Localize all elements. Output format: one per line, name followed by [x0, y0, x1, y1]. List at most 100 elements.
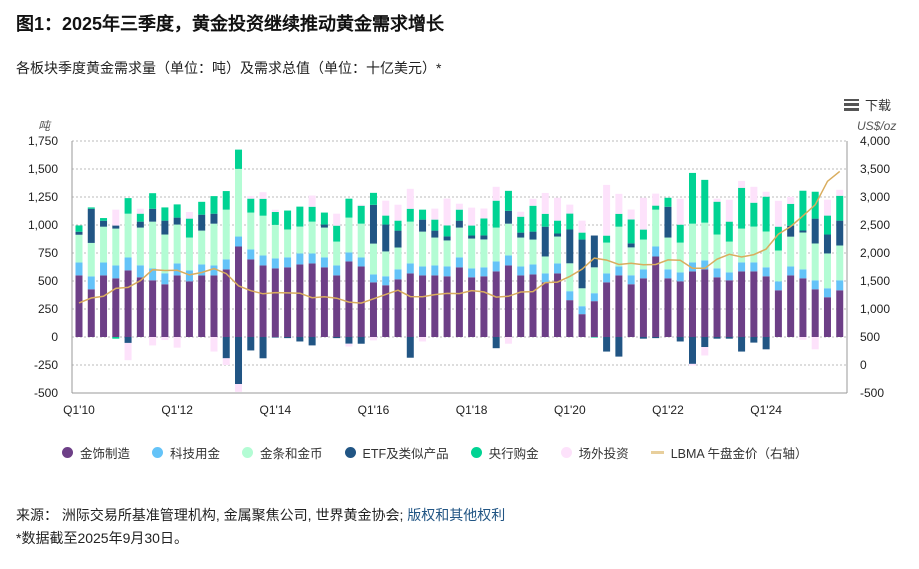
- bar-segment-jewellery: [235, 246, 243, 337]
- bar-segment-jewellery: [554, 273, 562, 337]
- bar-segment-technology: [713, 268, 721, 278]
- bar-segment-etf: [87, 208, 95, 243]
- bar-segment-bar_coin: [100, 226, 108, 263]
- bar-segment-etf: [468, 235, 476, 239]
- copyright-link[interactable]: 版权和其他权利: [407, 507, 506, 523]
- legend-swatch: [62, 447, 73, 458]
- bar-segment-technology: [259, 255, 267, 266]
- bar-segment-jewellery: [529, 274, 537, 337]
- bar-segment-bar_coin: [836, 245, 844, 281]
- bar-segment-otc: [210, 337, 218, 352]
- bar-segment-jewellery: [811, 289, 819, 337]
- bar-segment-otc: [504, 337, 512, 344]
- bar-segment-central_banks: [124, 198, 132, 214]
- bar-segment-technology: [394, 269, 402, 280]
- bar-segment-jewellery: [222, 269, 230, 337]
- x-tick: Q1'18: [456, 403, 488, 417]
- bar-segment-technology: [271, 258, 279, 269]
- bar-segment-jewellery: [345, 261, 353, 337]
- bar-segment-etf: [603, 337, 611, 352]
- bar-segment-jewellery: [124, 270, 132, 337]
- bar-segment-bar_coin: [87, 242, 95, 277]
- bar-segment-technology: [100, 262, 108, 276]
- legend-item-gold-price[interactable]: LBMA 午盘金价（右轴）: [650, 443, 808, 462]
- y-tick-left: 1,750: [28, 134, 58, 148]
- bar-segment-etf: [823, 234, 831, 254]
- bar-segment-central_banks: [198, 201, 206, 215]
- bar-segment-etf: [394, 230, 402, 248]
- bar-segment-technology: [284, 257, 292, 268]
- bar-segment-etf: [333, 337, 341, 339]
- bar-segment-bar_coin: [284, 229, 292, 258]
- bar-segment-etf: [689, 337, 696, 364]
- bar-segment-otc: [799, 337, 807, 340]
- bar-segment-jewellery: [713, 277, 721, 337]
- y-tick-left: 500: [38, 274, 58, 288]
- legend-item-otc[interactable]: 场外投资: [560, 443, 629, 462]
- bar-segment-jewellery: [161, 284, 169, 337]
- bar-segment-otc: [419, 337, 427, 342]
- bar-segment-otc: [652, 193, 660, 206]
- bar-segment-bar_coin: [112, 228, 120, 266]
- legend-item-bar-coin[interactable]: 金条和金币: [242, 443, 323, 462]
- bar-segment-central_banks: [725, 221, 733, 242]
- bar-segment-central_banks: [259, 198, 267, 216]
- bar-segment-otc: [615, 193, 623, 214]
- y-tick-left: -250: [34, 358, 58, 372]
- bar-segment-otc: [333, 213, 341, 226]
- bar-segment-otc: [247, 195, 255, 199]
- bar-segment-central_banks: [87, 207, 95, 209]
- bar-segment-central_banks: [701, 179, 709, 223]
- bar-segment-jewellery: [443, 276, 451, 337]
- bar-segment-otc: [762, 191, 770, 197]
- bar-segment-jewellery: [615, 275, 623, 337]
- legend-item-technology[interactable]: 科技用金: [152, 443, 220, 462]
- bar-segment-central_banks: [468, 225, 476, 236]
- bar-segment-otc: [149, 337, 157, 346]
- y-tick-right: -500: [860, 386, 884, 400]
- bar-segment-technology: [308, 253, 316, 264]
- bar-segment-otc: [222, 358, 230, 365]
- bar-segment-etf: [100, 220, 108, 227]
- bar-segment-bar_coin: [406, 221, 414, 264]
- bar-segment-bar_coin: [823, 253, 831, 289]
- legend-label: 金条和金币: [260, 447, 323, 461]
- legend-swatch: [242, 447, 254, 458]
- bar-segment-etf: [615, 337, 623, 357]
- bar-segment-bar_coin: [296, 226, 304, 254]
- bar-segment-otc: [455, 203, 463, 210]
- bar-segment-jewellery: [185, 281, 193, 337]
- legend-swatch: [650, 451, 664, 454]
- bar-segment-bar_coin: [247, 212, 255, 250]
- legend-item-etf[interactable]: ETF及类似产品: [344, 443, 449, 462]
- bar-segment-etf: [75, 231, 83, 235]
- bar-segment-otc: [345, 343, 353, 347]
- bar-segment-etf: [639, 337, 647, 339]
- bar-segment-technology: [406, 263, 414, 274]
- legend-item-central-banks[interactable]: 央行购金: [470, 443, 539, 462]
- x-tick: Q1'14: [259, 403, 291, 417]
- bar-segment-technology: [750, 262, 758, 272]
- bar-segment-central_banks: [578, 232, 586, 240]
- legend-item-jewellery[interactable]: 金饰制造: [62, 443, 130, 462]
- x-tick: Q1'16: [358, 403, 390, 417]
- bar-segment-technology: [320, 257, 328, 268]
- bar-segment-jewellery: [750, 271, 758, 337]
- bar-segment-etf: [345, 337, 353, 344]
- bar-segment-central_banks: [235, 149, 243, 169]
- bar-segment-central_banks: [369, 192, 377, 205]
- bar-segment-etf: [676, 337, 684, 342]
- y-tick-left: 1,250: [28, 190, 58, 204]
- bar-segment-jewellery: [566, 300, 574, 337]
- bar-segment-otc: [357, 204, 365, 206]
- bar-segment-jewellery: [701, 269, 709, 337]
- download-button[interactable]: 下载: [844, 95, 891, 114]
- bar-segment-technology: [639, 269, 647, 279]
- bar-segment-etf: [799, 230, 807, 233]
- legend-swatch: [560, 447, 572, 458]
- bar-segment-jewellery: [639, 278, 647, 337]
- bar-segment-technology: [504, 255, 512, 266]
- y-tick-left: -500: [34, 386, 58, 400]
- bar-segment-jewellery: [504, 265, 512, 337]
- bar-segment-jewellery: [492, 271, 500, 337]
